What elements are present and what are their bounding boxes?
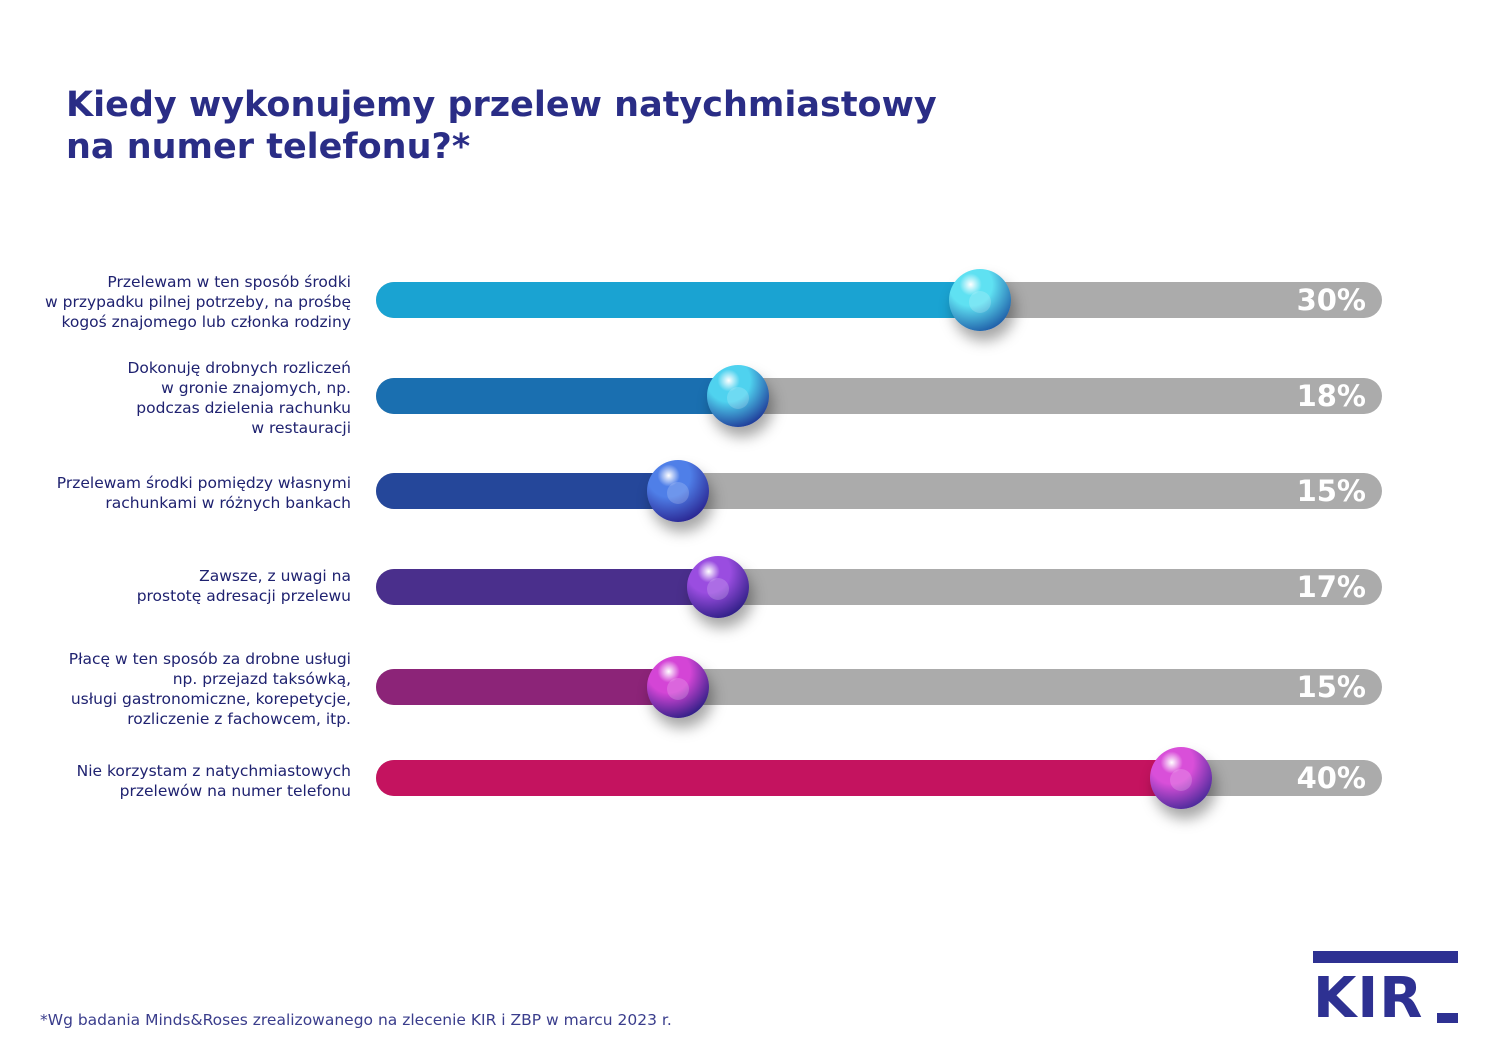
value-label: 18%	[1296, 379, 1366, 413]
category-label: Płacę w ten sposób za drobne usługi np. p…	[11, 649, 351, 729]
category-label-line: Dokonuję drobnych rozliczeń	[127, 359, 352, 377]
category-label-line: Przelewam w ten sposób środki	[107, 273, 351, 291]
category-label: Przelewam środki pomiędzy własnymi rachun…	[11, 473, 351, 513]
category-label-line: w restauracji	[251, 419, 351, 437]
bar-knob	[1149, 747, 1212, 809]
footnote: *Wg badania Minds&Roses zrealizowanego n…	[40, 1011, 672, 1029]
category-label-line: rachunkami w różnych bankach	[105, 494, 351, 512]
bar-knob	[687, 556, 750, 618]
bar-fill	[376, 473, 678, 509]
bar-fill	[376, 669, 678, 705]
bar-fill	[376, 760, 1181, 796]
category-label-line: Przelewam środki pomiędzy własnymi	[56, 474, 351, 492]
bar-fill	[376, 378, 739, 414]
category-label: Dokonuję drobnych rozliczeń w gronie znaj…	[11, 358, 352, 438]
chart-title-line-1: Kiedy wykonujemy przelew natychmiastowy	[66, 85, 937, 125]
value-label: 15%	[1296, 670, 1366, 704]
bar-knob	[948, 269, 1011, 331]
bar-fill	[376, 282, 980, 318]
bar-fill	[376, 569, 719, 605]
value-label: 17%	[1296, 570, 1366, 604]
category-label: Zawsze, z uwagi na prostotę adresacji prz…	[11, 566, 351, 606]
kir-logo: KIR	[1313, 951, 1458, 1031]
category-label-line: podczas dzielenia rachunku	[136, 399, 351, 417]
category-label-line: usługi gastronomiczne, korepetycje,	[70, 690, 351, 708]
bar-knob	[646, 460, 709, 522]
category-label-line: kogoś znajomego lub członka rodziny	[61, 313, 351, 331]
bar-knob	[646, 656, 709, 718]
category-label-line: prostotę adresacji przelewu	[136, 587, 351, 605]
value-label: 40%	[1296, 761, 1366, 795]
category-label-line: Nie korzystam z natychmiastowych	[76, 762, 351, 780]
category-label-line: w gronie znajomych, np.	[161, 379, 351, 397]
chart-title-line-2: na numer telefonu?*	[66, 127, 471, 167]
value-label: 30%	[1296, 283, 1366, 317]
chart-title: Kiedy wykonujemy przelew natychmiastowy …	[66, 84, 966, 168]
category-label-line: w przypadku pilnej potrzeby, na prośbę	[45, 293, 351, 311]
category-label-line: przelewów na numer telefonu	[119, 782, 351, 800]
category-label: Przelewam w ten sposób środki w przypadku…	[11, 272, 351, 332]
logo-top-bar	[1313, 951, 1458, 963]
category-label: Nie korzystam z natychmiastowych przelewó…	[11, 761, 351, 801]
logo-underscore	[1437, 1013, 1458, 1023]
logo-text: KIR	[1313, 966, 1424, 1031]
category-label-line: Zawsze, z uwagi na	[199, 567, 351, 585]
value-label: 15%	[1296, 474, 1366, 508]
category-label-line: Płacę w ten sposób za drobne usługi	[68, 650, 351, 668]
category-label-line: rozliczenie z fachowcem, itp.	[127, 710, 351, 728]
bar-knob	[707, 365, 770, 427]
category-label-line: np. przejazd taksówką,	[172, 670, 351, 688]
